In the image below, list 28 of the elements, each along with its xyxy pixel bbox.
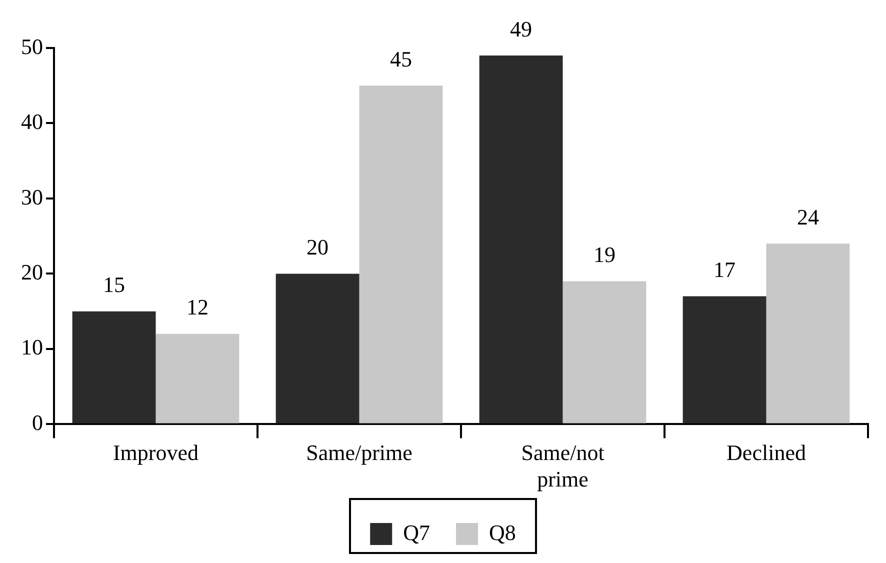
legend-label: Q7 xyxy=(403,520,430,545)
legend-label: Q8 xyxy=(489,520,516,545)
data-label: 17 xyxy=(714,257,736,282)
bar xyxy=(562,281,646,424)
x-tick-label: Same/not prime xyxy=(521,440,604,492)
data-label: 45 xyxy=(390,46,412,72)
y-tick-label: 20 xyxy=(21,260,43,284)
y-tick-label: 50 xyxy=(21,34,43,59)
data-label: 19 xyxy=(593,242,616,268)
data-label: 49 xyxy=(510,16,532,42)
y-tick-label: 10 xyxy=(21,334,43,360)
y-tick-label: 40 xyxy=(21,109,43,134)
x-tick-label: Same/prime xyxy=(306,440,412,466)
y-tick-label: 30 xyxy=(21,184,43,210)
bar xyxy=(276,274,360,424)
bar xyxy=(682,296,766,424)
bar xyxy=(766,244,850,424)
x-tick-label: Declined xyxy=(726,440,806,466)
data-label: 20 xyxy=(306,234,329,260)
data-label: 15 xyxy=(103,272,126,298)
bar xyxy=(479,56,563,424)
data-label: 24 xyxy=(796,204,819,230)
bar xyxy=(359,86,443,424)
bar xyxy=(72,311,156,424)
bar xyxy=(156,334,240,424)
x-tick-label: Improved xyxy=(112,440,199,466)
y-tick-label: 0 xyxy=(32,410,43,435)
data-label: 12 xyxy=(186,294,208,320)
